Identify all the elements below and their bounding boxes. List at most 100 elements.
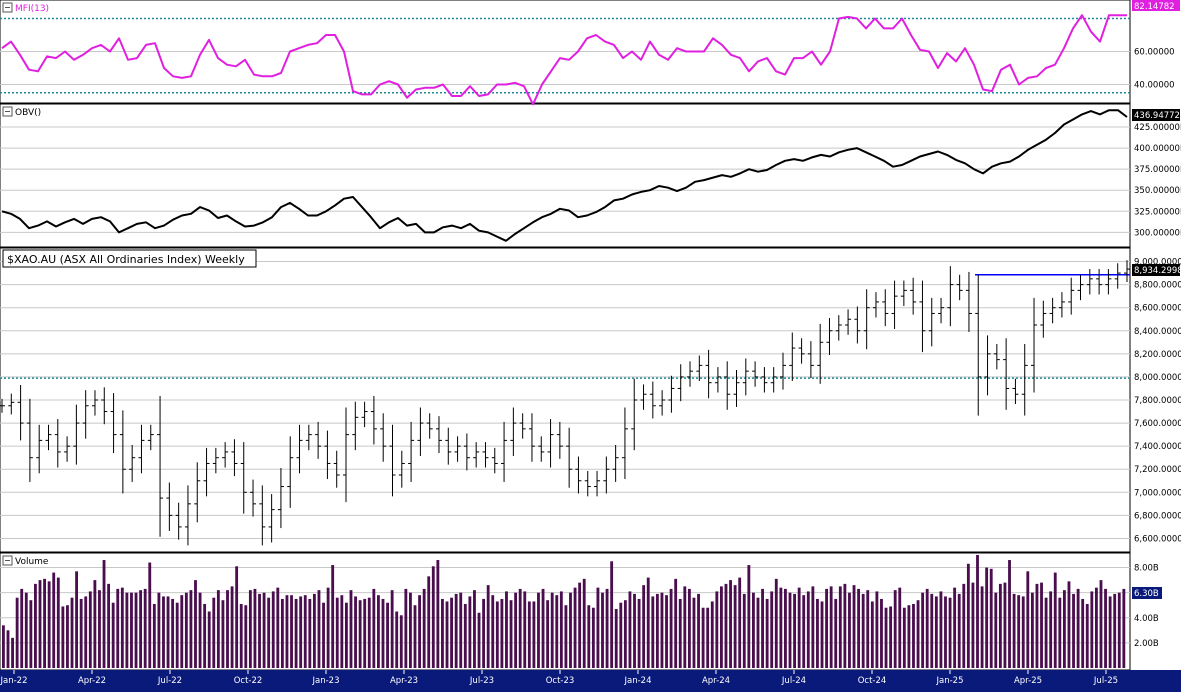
volume-bar: [752, 593, 755, 668]
volume-bar: [244, 605, 247, 668]
volume-bar: [930, 594, 933, 668]
volume-bar: [363, 599, 366, 668]
volume-bar: [446, 601, 449, 668]
x-tick-label: Jul-25: [1093, 676, 1118, 686]
volume-bar: [1054, 573, 1057, 668]
volume-bar: [999, 584, 1002, 668]
volume-bar: [93, 580, 96, 668]
volume-bar: [747, 565, 750, 668]
volume-bar: [48, 581, 51, 668]
volume-bar: [1122, 589, 1125, 668]
volume-bar: [510, 600, 513, 668]
y-tick-label: 8,400.0000: [1134, 327, 1181, 337]
volume-bar: [715, 591, 718, 668]
y-tick-label: 425.00000B: [1134, 123, 1181, 133]
volume-bar: [400, 615, 403, 668]
volume-bar: [1072, 594, 1075, 668]
volume-bar: [11, 638, 14, 668]
y-tick-label: 7,800.0000: [1134, 396, 1181, 406]
volume-bar: [789, 593, 792, 668]
volume-bar: [414, 605, 417, 668]
volume-bar: [610, 561, 613, 668]
volume-bar: [299, 596, 302, 668]
volume-bar: [125, 593, 128, 668]
volume-bar: [1008, 560, 1011, 668]
volume-bar: [409, 593, 412, 668]
volume-bar: [473, 590, 476, 668]
y-tick-label: 4.00B: [1134, 614, 1159, 624]
volume-bar: [304, 595, 307, 668]
volume-bar: [482, 599, 485, 668]
volume-bar: [601, 593, 604, 668]
y-tick-label: 375.00000B: [1134, 165, 1181, 175]
volume-bar: [286, 595, 289, 668]
volume-bar: [1031, 593, 1034, 668]
y-tick-label: 7,600.0000: [1134, 419, 1181, 429]
volume-bar: [190, 590, 193, 668]
volume-bar: [738, 578, 741, 668]
volume-bar: [1090, 591, 1093, 668]
volume-bar: [322, 603, 325, 668]
y-tick-label: 325.00000B: [1134, 207, 1181, 217]
y-tick-label: 350.00000B: [1134, 186, 1181, 196]
volume-bar: [80, 599, 83, 668]
volume-bar: [1077, 589, 1080, 668]
volume-bar: [569, 593, 572, 668]
volume-bar: [25, 593, 28, 668]
volume-bar: [962, 584, 965, 668]
obv-title: OBV(): [15, 108, 41, 118]
volume-bar: [537, 593, 540, 668]
volume-bar: [532, 601, 535, 668]
volume-bar: [254, 589, 257, 668]
volume-bar: [743, 594, 746, 668]
volume-bar: [917, 600, 920, 668]
volume-bar: [1118, 593, 1121, 668]
mfi-title-group: MFI(13): [3, 3, 49, 14]
volume-bar: [263, 593, 266, 668]
volume-bar: [231, 586, 234, 668]
volume-bar: [647, 578, 650, 668]
volume-bar: [441, 599, 444, 668]
volume-bar: [770, 591, 773, 668]
volume-bar: [848, 593, 851, 668]
volume-bar: [551, 593, 554, 668]
y-tick-label: 60.00000: [1134, 48, 1175, 58]
x-tick-label: Jan-23: [312, 676, 340, 686]
y-tick-label: 40.00000: [1134, 81, 1175, 91]
volume-bar: [121, 588, 124, 668]
volume-bar: [382, 599, 385, 668]
y-tick-label: 2.00B: [1134, 639, 1159, 649]
volume-bar: [208, 612, 211, 669]
volume-bar: [1026, 571, 1029, 668]
volume-bar: [308, 599, 311, 668]
volume-bar: [651, 596, 654, 668]
volume-bar: [935, 596, 938, 668]
y-tick-label: 8,200.0000: [1134, 350, 1181, 360]
volume-bar: [153, 604, 156, 668]
y-tick-label: 8.00B: [1134, 564, 1159, 574]
volume-bar: [642, 585, 645, 668]
volume-bar: [940, 591, 943, 668]
obv-panel: [0, 104, 1130, 247]
volume-bar: [235, 566, 238, 668]
volume-bar: [359, 600, 362, 668]
volume-bar: [222, 600, 225, 668]
volume-bar: [331, 565, 334, 668]
volume-bar: [281, 599, 284, 668]
volume-bar: [194, 580, 197, 668]
volume-bar: [853, 585, 856, 668]
volume-bar: [464, 604, 467, 668]
volume-bar: [1040, 583, 1043, 668]
volume-bar: [290, 595, 293, 668]
volume-bar: [670, 589, 673, 668]
volume-bar: [866, 590, 869, 668]
volume-bar: [258, 594, 261, 668]
volume-bar: [839, 586, 842, 668]
volume-bar: [139, 590, 142, 668]
volume-bar: [203, 604, 206, 668]
volume-bar: [340, 595, 343, 668]
volume-bar: [990, 569, 993, 668]
volume-bar: [84, 596, 87, 668]
